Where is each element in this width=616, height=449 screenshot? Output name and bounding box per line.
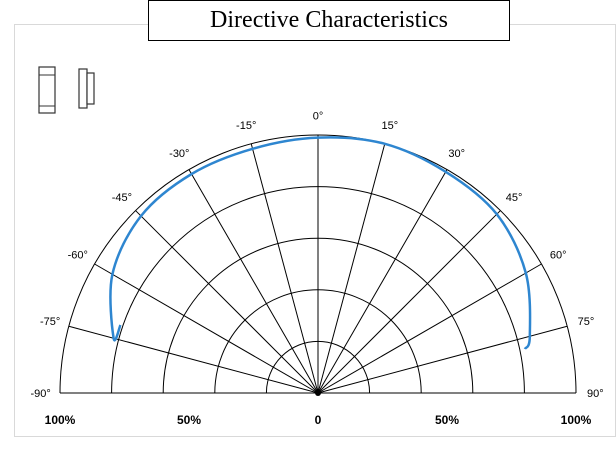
radiation-pattern (109, 136, 532, 350)
radial-label: 100% (561, 413, 592, 427)
grid-spoke-45 (317, 210, 501, 394)
led-side-view-icon (78, 68, 88, 109)
angle-label: 15° (381, 120, 398, 132)
grid-spoke--45 (135, 210, 319, 394)
led-side-view-icon-lens (86, 72, 95, 105)
radial-label: 0 (315, 413, 322, 427)
radial-label: 50% (435, 413, 459, 427)
grid-spoke-75 (317, 325, 568, 394)
grid-spoke-15 (317, 143, 386, 394)
package-icons (38, 66, 95, 114)
grid-spoke-60 (317, 263, 542, 394)
angle-tick-labels: -90° -75° -60° -45° -30° -15° 0° 15° 30° 45° 60° 75… (30, 111, 603, 400)
angle-label: -15° (236, 120, 256, 132)
led-front-view-icon (38, 66, 56, 114)
grid-spoke--30 (188, 169, 319, 394)
grid-center-dot (315, 390, 321, 396)
angle-label: -90° (30, 388, 50, 400)
grid-spoke--60 (94, 263, 319, 394)
radial-label: 100% (45, 413, 76, 427)
grid-spoke-30 (317, 169, 448, 394)
chart-title: Directive Characteristics (148, 0, 510, 41)
radial-tick-labels: 100% 50% 0 50% 100% (45, 413, 592, 427)
polar-grid (59, 134, 577, 396)
grid-spoke--75 (68, 325, 319, 394)
radial-label: 50% (177, 413, 201, 427)
angle-label: 90° (587, 388, 604, 400)
angle-label: -30° (169, 148, 189, 160)
angle-label: 30° (448, 148, 465, 160)
angle-label: -75° (40, 316, 60, 328)
angle-label: 45° (506, 192, 523, 204)
angle-label: -60° (68, 249, 88, 261)
chart-frame (14, 24, 616, 437)
angle-label: 60° (550, 249, 567, 261)
angle-label: 75° (578, 316, 595, 328)
angle-label: 0° (313, 111, 324, 123)
grid-spoke--15 (250, 143, 319, 394)
angle-label: -45° (112, 192, 132, 204)
series-line-0 (109, 136, 532, 350)
